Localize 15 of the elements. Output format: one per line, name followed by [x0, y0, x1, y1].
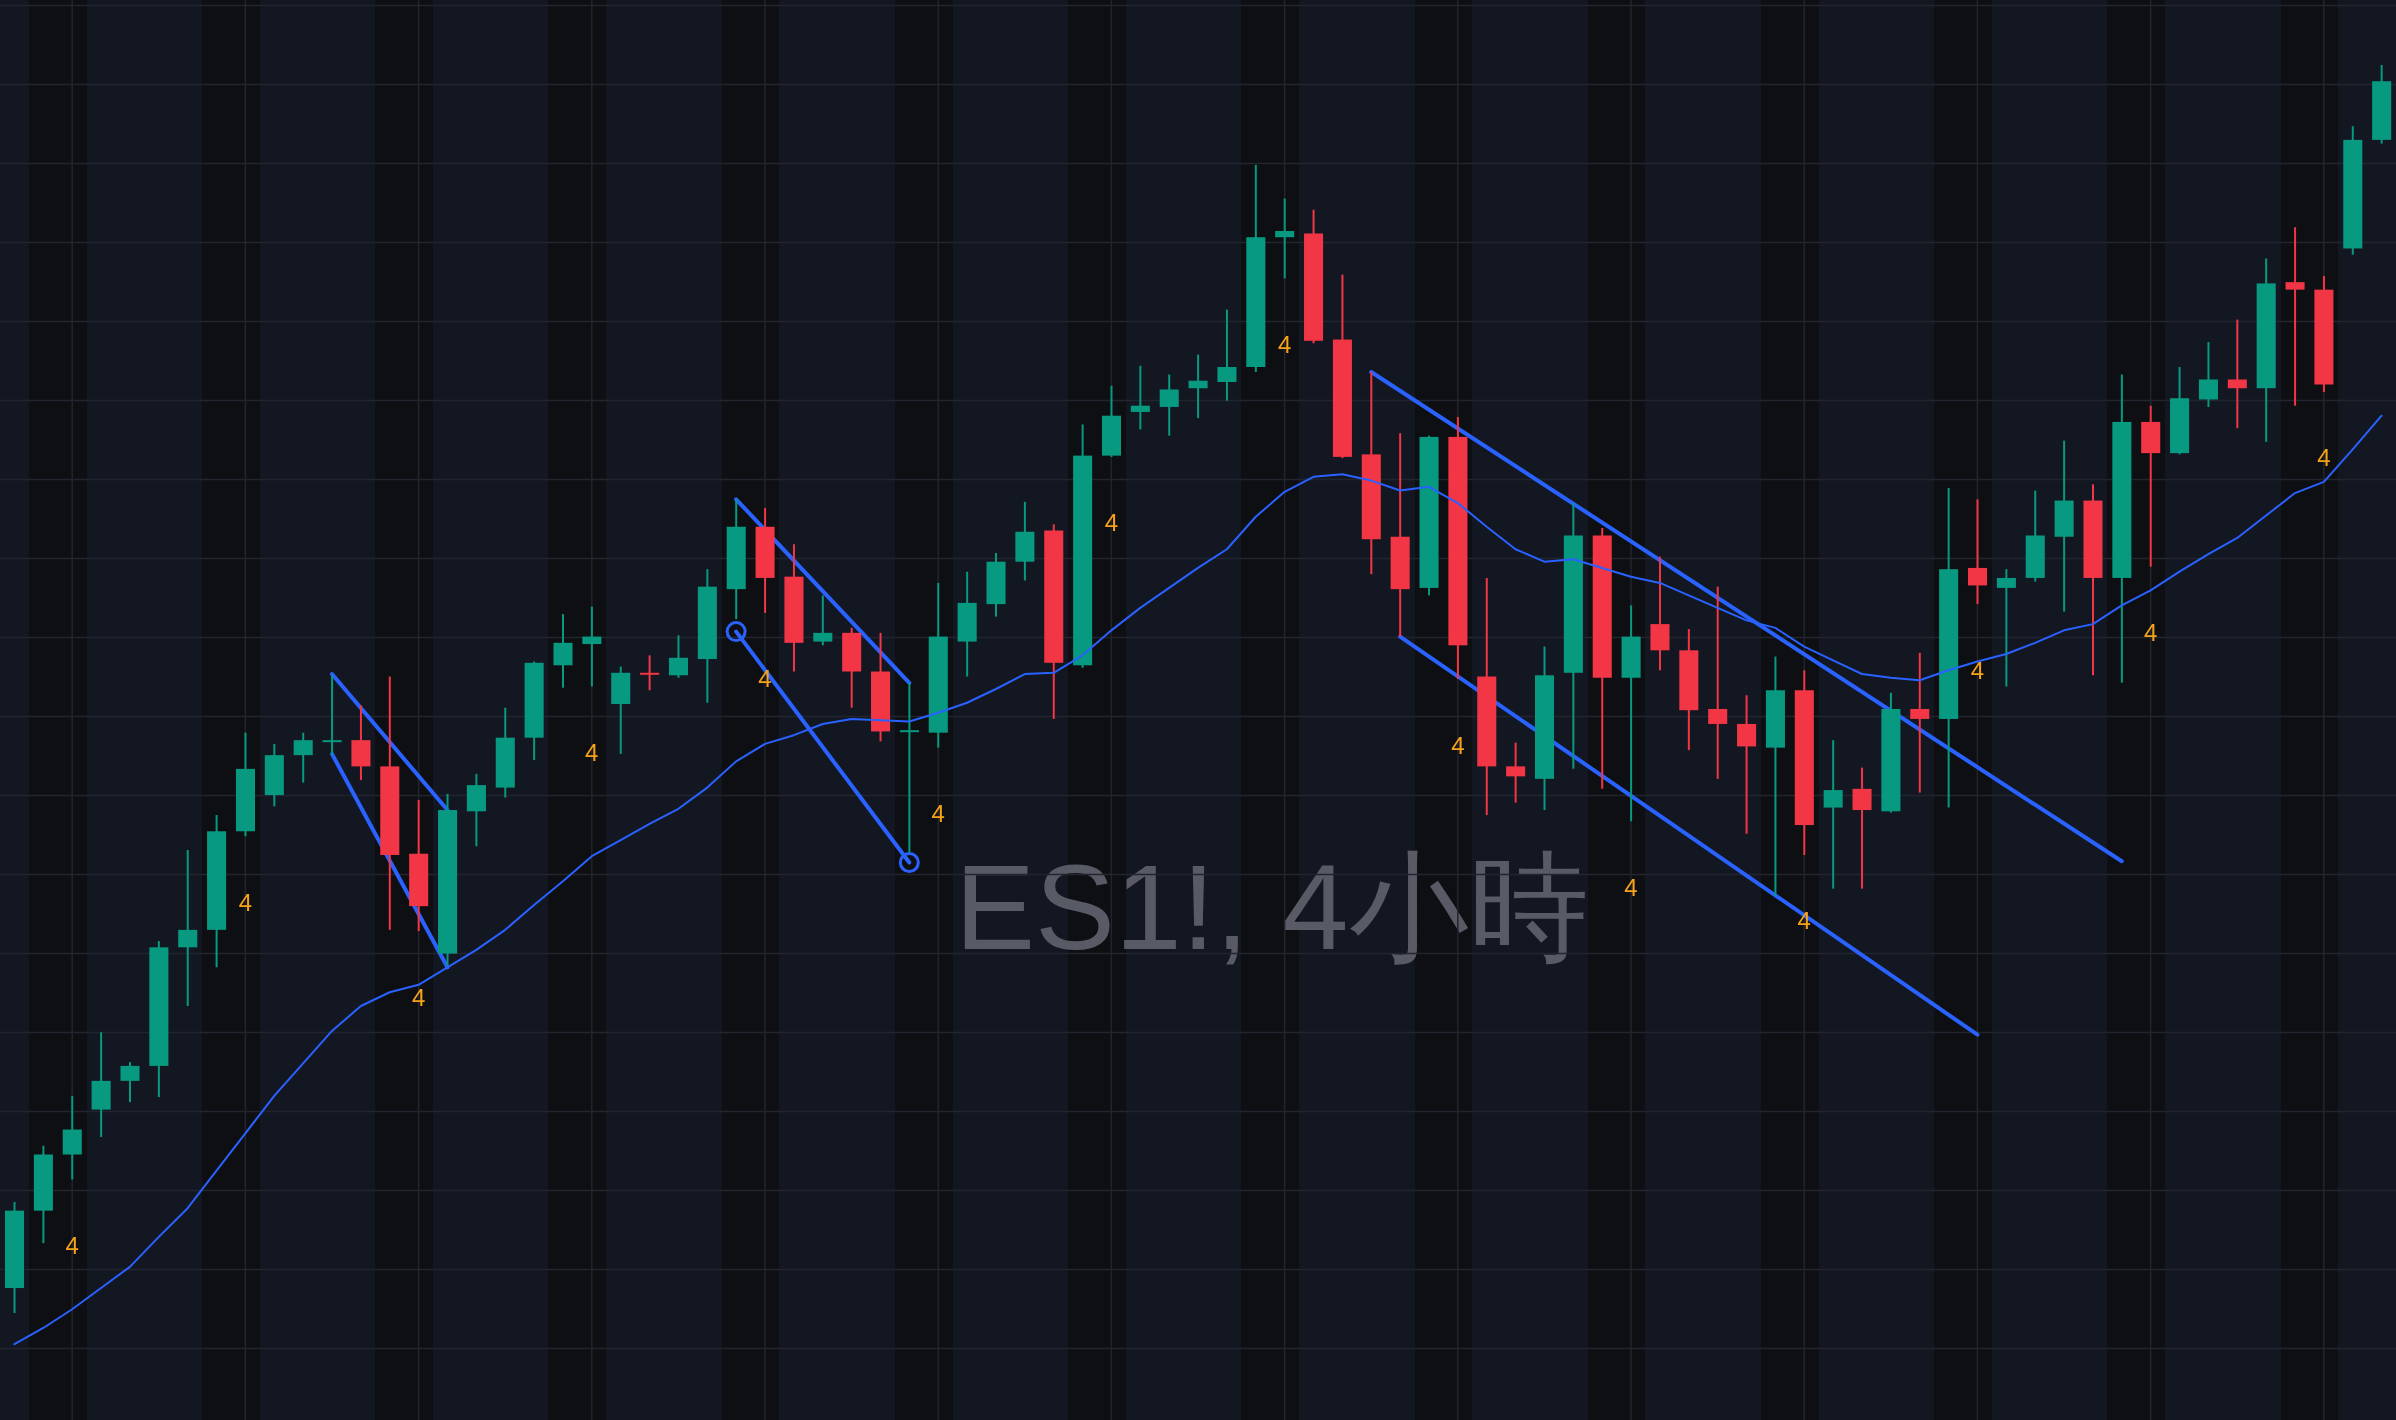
annotation: 4 — [411, 983, 426, 1011]
annotation: 4 — [931, 800, 945, 828]
annotation: 4 — [1104, 509, 1119, 537]
annotation: 4 — [1797, 907, 1811, 935]
annotation: 4 — [65, 1231, 79, 1259]
annotation: 4 — [585, 739, 599, 766]
annotation: 4 — [1277, 330, 1292, 358]
annotation: 4 — [1970, 656, 1985, 684]
annotation: 4 — [2317, 444, 2331, 472]
annotation: 4 — [758, 665, 772, 693]
annotation: 4 — [238, 888, 253, 916]
text: ES1!, 4小時 — [955, 840, 1589, 974]
annotation: 4 — [1624, 873, 1638, 901]
annotation: 4 — [1451, 731, 1465, 759]
annotation: 4 — [2143, 619, 2158, 647]
